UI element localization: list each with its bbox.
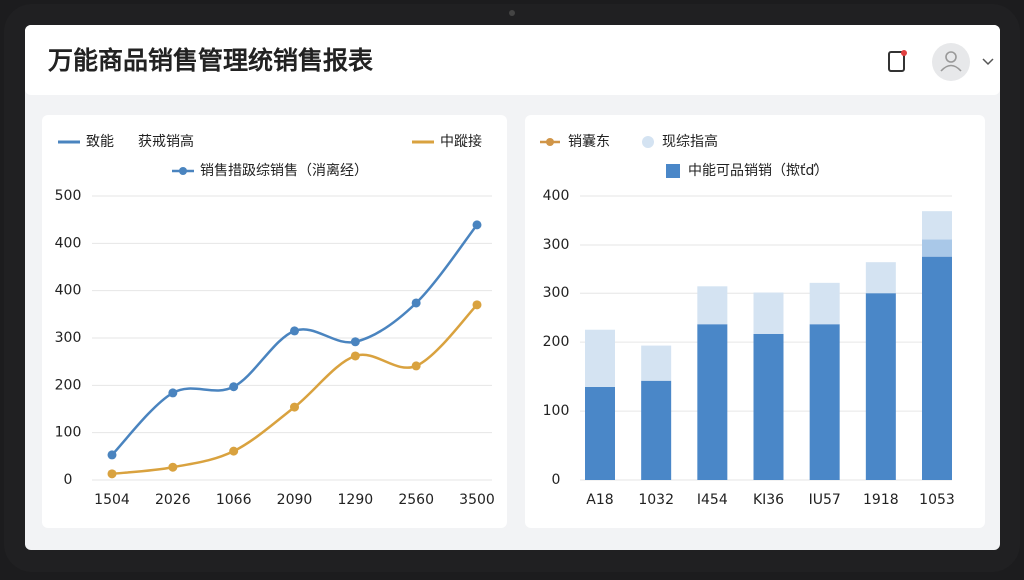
bar-segment (809, 282, 840, 325)
y-tick-label: 300 (543, 285, 570, 301)
user-avatar[interactable] (932, 43, 994, 81)
header-title: 万能商品销售管理统销售报表 (48, 46, 374, 75)
y-tick-label: 200 (55, 377, 82, 393)
x-tick-label: 1053 (919, 492, 955, 508)
bar-segment (585, 329, 615, 387)
bar-segment (585, 386, 615, 480)
legend-label: 致能 (86, 134, 114, 150)
x-tick-label: 2560 (398, 492, 434, 508)
y-tick-label: 100 (55, 425, 82, 441)
bar-segment (865, 262, 896, 294)
point (229, 446, 239, 456)
point (168, 462, 178, 472)
y-tick-label: 100 (543, 403, 570, 419)
x-tick-label: A18 (586, 492, 613, 508)
point (472, 300, 482, 310)
y-tick-label: 300 (55, 330, 82, 346)
legend-swatch (546, 138, 554, 146)
bar-segment (641, 380, 672, 480)
legend-swatch (666, 164, 680, 178)
legend-label: 现综指高 (662, 133, 718, 150)
x-tick-label: 2090 (277, 492, 313, 508)
legend-label: 中能可品销销（揿ťď） (688, 163, 828, 179)
point (107, 469, 117, 479)
y-tick-label: 200 (543, 334, 570, 350)
bar-segment (922, 239, 952, 257)
y-tick-label: 0 (64, 472, 73, 488)
legend-swatch (179, 167, 187, 175)
bar-segment (865, 293, 896, 480)
x-tick-label: 1032 (638, 492, 674, 508)
legend-swatch (642, 136, 654, 148)
x-tick-label: 3500 (459, 492, 495, 508)
x-tick-label: IU57 (809, 492, 841, 508)
legend-label: 中蹤接 (440, 133, 482, 150)
y-tick-label: 400 (543, 188, 570, 204)
bar-segment (809, 324, 840, 480)
bar-segment (697, 286, 728, 325)
point (411, 298, 421, 308)
y-tick-label: 300 (543, 237, 570, 253)
x-tick-label: 2026 (155, 492, 191, 508)
point (472, 220, 482, 230)
point (290, 326, 299, 336)
bar-segment (697, 324, 728, 480)
y-tick-label: 400 (55, 235, 82, 251)
point (107, 450, 117, 460)
legend-note: 销售措趿综销售（消离经） (200, 162, 368, 179)
legend-note: 销囊东 (568, 133, 610, 150)
card-left (42, 115, 507, 528)
bar-segment (922, 211, 952, 240)
bar-segment (922, 256, 952, 480)
point (350, 351, 360, 361)
point (229, 382, 239, 392)
x-tick-label: KI36 (753, 492, 784, 508)
x-tick-label: 1918 (863, 492, 899, 508)
notification-icon[interactable] (888, 50, 907, 72)
y-tick-label: 400 (55, 283, 82, 299)
point (168, 388, 178, 398)
x-tick-label: 1504 (94, 492, 130, 508)
x-tick-label: I454 (697, 492, 728, 508)
y-tick-label: 0 (552, 472, 561, 488)
bar-segment (641, 345, 672, 381)
camera (509, 10, 515, 16)
x-tick-label: 1066 (216, 492, 252, 508)
point (411, 361, 421, 371)
x-tick-label: 1290 (338, 492, 374, 508)
point (350, 337, 360, 347)
y-tick-label: 500 (55, 188, 82, 204)
point (290, 402, 299, 412)
bar-segment (753, 333, 784, 480)
legend-note: 获戒销高 (138, 133, 194, 150)
header (25, 25, 1000, 95)
bar-segment (753, 292, 784, 334)
